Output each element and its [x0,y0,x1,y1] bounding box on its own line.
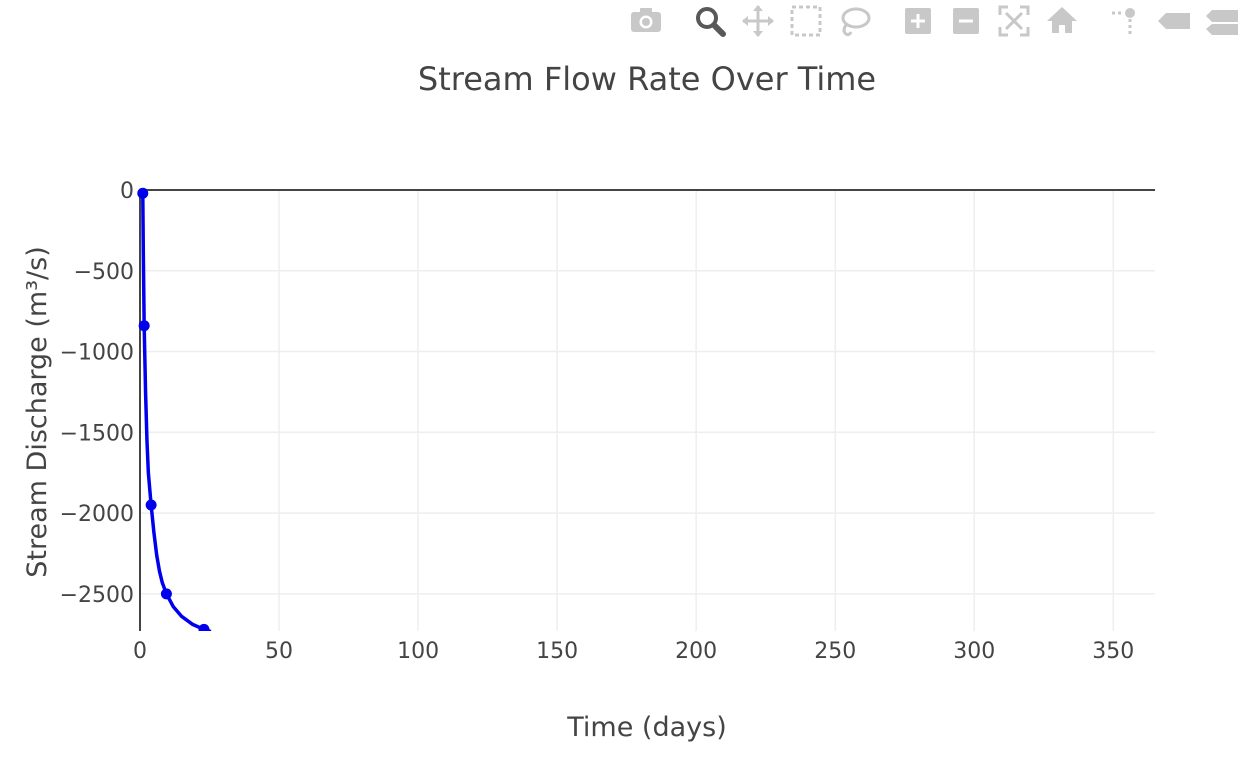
x-tick-label: 350 [1092,639,1134,664]
zoom-icon[interactable]: Zoom [696,7,726,37]
x-tick-label: 0 [133,639,147,664]
y-gridlines [140,270,1155,595]
series-line [141,191,212,631]
autoscale-icon[interactable]: Autoscale [998,5,1030,37]
data-point[interactable] [138,320,150,332]
x-axis-title: Time (days) [566,712,726,743]
chart-title: Stream Flow Rate Over Time [418,60,876,98]
y-tick-label: 0 [120,179,134,204]
plot-area[interactable] [137,187,1155,635]
camera-icon[interactable]: Download plot as a png [631,8,661,32]
y-tick-label: −1000 [60,341,134,366]
x-tick-label: 300 [953,639,995,664]
zoom-in-icon[interactable]: Zoom in [905,8,931,34]
y-axis-title: Stream Discharge (m³/s) [22,246,53,577]
zoom-out-icon[interactable]: Zoom out [953,8,979,34]
x-tick-label: 50 [265,639,293,664]
hover-closest-icon[interactable]: Show closest data on hover [1158,13,1190,29]
y-tick-label: −500 [74,260,134,285]
spike-lines-icon[interactable]: Toggle Spike Lines [1112,8,1135,35]
x-tick-label: 200 [675,639,717,664]
x-gridlines [278,190,1115,631]
y-tick-label: −1500 [60,421,134,446]
data-point[interactable] [160,588,172,600]
data-point[interactable] [198,623,210,635]
x-tick-label: 150 [536,639,578,664]
axes [139,189,1155,631]
pan-icon[interactable]: Pan [742,5,774,37]
y-tick-label: −2000 [60,502,134,527]
data-point[interactable] [145,499,157,511]
data-point[interactable] [137,187,149,199]
box-select-icon[interactable]: Box Select [790,5,822,37]
lasso-select-icon[interactable]: Lasso Select [841,7,871,37]
modebar: Download plot as a png Zoom Pan Box Select L… [631,5,1238,37]
y-tick-labels: 0 −500 −1000 −1500 −2000 −2500 [60,179,134,608]
hover-compare-icon[interactable]: Compare data on hover [1206,10,1238,35]
x-tick-label: 250 [814,639,856,664]
x-tick-labels: 0 50 100 150 200 250 300 350 [133,639,1134,664]
series [137,187,212,635]
reset-axes-icon[interactable]: Reset axes [1047,7,1077,33]
x-tick-label: 100 [397,639,439,664]
y-tick-label: −2500 [60,583,134,608]
